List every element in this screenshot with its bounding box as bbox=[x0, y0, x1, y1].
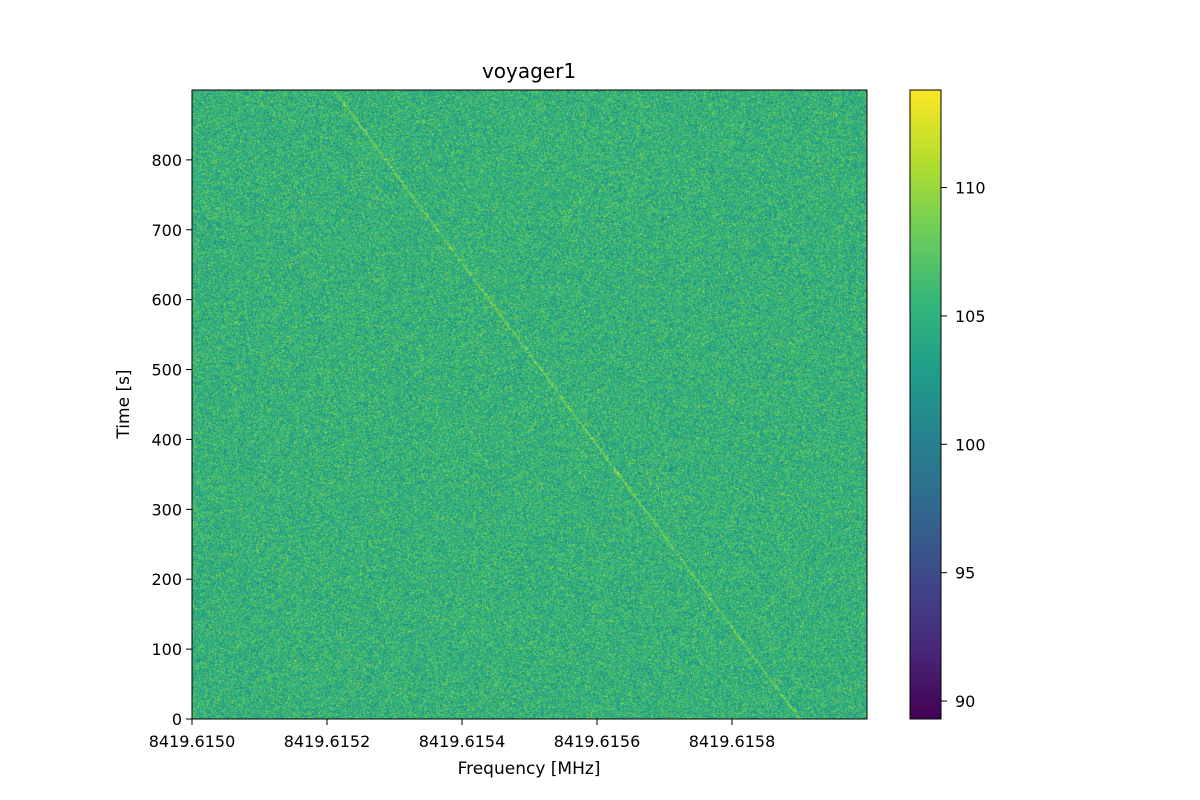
colorbar-gradient bbox=[910, 90, 941, 719]
y-tick-label: 100 bbox=[151, 640, 182, 659]
y-tick-label: 800 bbox=[151, 151, 182, 170]
heatmap-image bbox=[192, 90, 867, 719]
x-tick-label: 8419.6154 bbox=[419, 732, 506, 751]
x-tick-label: 8419.6158 bbox=[689, 732, 776, 751]
y-tick-label: 500 bbox=[151, 361, 182, 380]
x-tick-label: 8419.6152 bbox=[284, 732, 371, 751]
y-tick-label: 700 bbox=[151, 221, 182, 240]
colorbar-tick-label: 110 bbox=[955, 179, 986, 198]
y-axis-label: Time [s] bbox=[114, 369, 134, 439]
y-tick-label: 600 bbox=[151, 291, 182, 310]
colorbar-frame bbox=[909, 89, 942, 720]
y-tick-label: 300 bbox=[151, 500, 182, 519]
colorbar-tick-label: 90 bbox=[955, 692, 975, 711]
x-tick-label: 8419.6156 bbox=[554, 732, 641, 751]
y-tick-label: 0 bbox=[172, 710, 182, 729]
y-axis-ticks: 0 100 200 300 400 500 600 700 800 bbox=[151, 151, 192, 729]
x-tick-label: 8419.6150 bbox=[149, 732, 236, 751]
x-axis-ticks: 8419.6150 8419.6152 8419.6154 8419.6156 8419… bbox=[149, 719, 776, 751]
colorbar-ticks: 90 95 100 105 110 bbox=[941, 179, 986, 711]
plot-frame bbox=[191, 89, 868, 720]
colorbar-tick-label: 105 bbox=[955, 307, 986, 326]
colorbar: 90 95 100 105 110 bbox=[909, 89, 986, 720]
colorbar-tick-label: 95 bbox=[955, 564, 975, 583]
chart-title: voyager1 bbox=[482, 59, 576, 83]
x-axis-label: Frequency [MHz] bbox=[458, 759, 601, 779]
y-tick-label: 400 bbox=[151, 430, 182, 449]
colorbar-tick-label: 100 bbox=[955, 435, 986, 454]
y-tick-label: 200 bbox=[151, 570, 182, 589]
plot-area bbox=[191, 89, 868, 720]
